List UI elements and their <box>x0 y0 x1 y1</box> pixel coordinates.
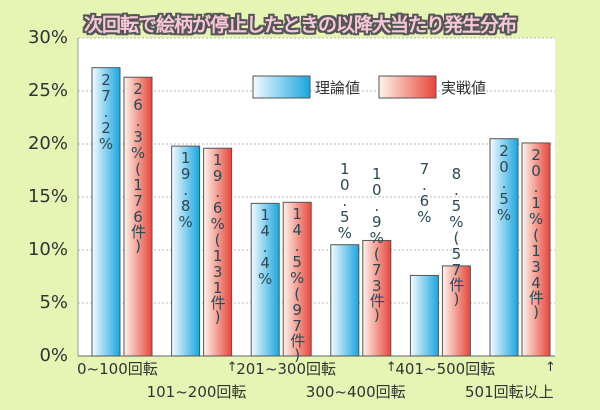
y-tick-label: 20% <box>27 133 68 154</box>
x-tick-label: 501回転以上 <box>465 383 554 401</box>
chart-title: 次回転で絵柄が停止したときの以降大当たり発生分布 <box>83 14 517 36</box>
data-label: 19.6%(131件) <box>208 151 227 325</box>
legend-label: 実戦値 <box>441 79 487 97</box>
bar-theoretical <box>250 202 280 357</box>
data-label: 19.8% <box>176 149 195 230</box>
data-label: 10.9%(73件) <box>367 165 386 322</box>
bar-theoretical <box>409 274 439 357</box>
bar-theoretical <box>489 138 519 357</box>
bar-actual <box>282 201 312 357</box>
bar-actual <box>521 142 551 357</box>
legend-label: 理論値 <box>315 79 361 97</box>
data-label: 27.2% <box>97 70 115 151</box>
x-tick-label: 401~500回転 <box>395 360 496 378</box>
legend-swatch <box>252 75 311 99</box>
data-label: 20.5% <box>495 141 513 222</box>
legend-swatch <box>378 75 437 99</box>
bar-theoretical <box>330 244 360 357</box>
bar-actual <box>123 76 153 357</box>
bar-actual <box>203 147 233 357</box>
data-label: 26.3%(176件) <box>129 80 147 254</box>
x-tick-label: 201~300回転 <box>236 360 337 378</box>
y-tick-label: 0% <box>39 345 68 366</box>
bar-theoretical <box>91 67 121 357</box>
data-label: 7.6% <box>415 160 434 224</box>
arrow-icon: ↑ <box>545 360 556 375</box>
data-label: 14.5%(97件) <box>288 205 307 363</box>
x-tick-label: 300~400回転 <box>305 383 406 401</box>
y-tick-label: 10% <box>27 239 68 260</box>
data-label: 14.4% <box>256 206 275 287</box>
x-tick-label: 101~200回転 <box>146 383 247 401</box>
bar-actual <box>441 265 471 357</box>
y-tick-label: 30% <box>27 27 68 48</box>
y-tick-label: 5% <box>39 292 68 313</box>
data-label: 20.1%(134件) <box>527 145 545 319</box>
y-tick-label: 15% <box>27 186 68 207</box>
data-label: 8.5%(57件) <box>447 165 466 306</box>
arrow-icon: ↑ <box>385 360 397 375</box>
y-tick-label: 25% <box>27 80 68 101</box>
arrow-icon: ↑ <box>226 360 238 375</box>
bar-actual <box>362 239 392 357</box>
x-tick-label: 0~100回転 <box>77 360 158 378</box>
bar-theoretical <box>171 145 201 357</box>
data-label: 10.5% <box>335 160 354 240</box>
